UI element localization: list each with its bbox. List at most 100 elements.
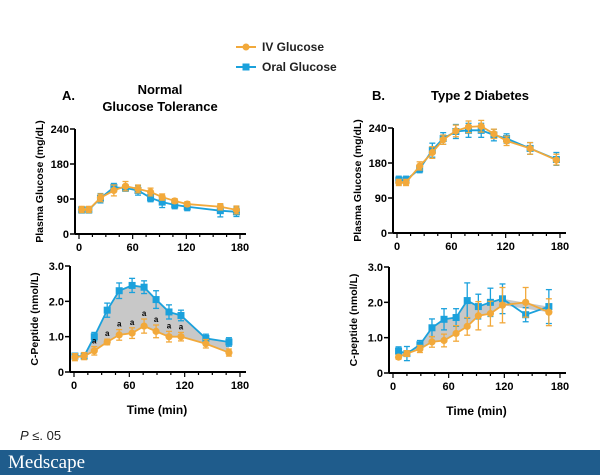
legend: IV Glucose Oral Glucose xyxy=(236,40,337,74)
data-point-iv xyxy=(158,193,166,201)
x-tick-label: 120 xyxy=(495,381,513,393)
data-point-iv xyxy=(477,122,485,130)
y-tick-label: 0 xyxy=(63,229,69,241)
data-point-oral xyxy=(147,194,155,202)
data-point-iv xyxy=(416,345,424,353)
x-tick-label: 0 xyxy=(394,241,400,253)
data-point-iv xyxy=(183,200,191,208)
significance-marker: a xyxy=(130,318,135,327)
significance-marker: a xyxy=(92,337,97,346)
significance-marker: a xyxy=(154,315,159,324)
data-point-iv xyxy=(552,156,560,164)
x-tick-label: 180 xyxy=(551,381,569,393)
data-point-iv xyxy=(103,338,111,346)
data-point-iv xyxy=(134,185,142,193)
x-tick-label: 60 xyxy=(123,380,135,392)
data-point-iv xyxy=(452,329,460,338)
data-point-iv xyxy=(232,206,241,214)
data-point-oral xyxy=(463,297,471,305)
legend-label-iv: IV Glucose xyxy=(262,40,324,54)
data-point-oral xyxy=(440,315,448,323)
data-point-oral xyxy=(171,201,179,209)
y-tick-label: 90 xyxy=(375,193,387,205)
data-point-oral xyxy=(225,338,233,346)
data-point-iv xyxy=(498,301,507,309)
data-point-iv xyxy=(165,333,173,341)
data-point-oral xyxy=(152,296,160,304)
data-point-iv xyxy=(121,182,130,190)
legend-label-oral: Oral Glucose xyxy=(262,60,337,74)
data-point-iv xyxy=(490,130,498,138)
significance-marker: a xyxy=(167,321,172,330)
data-point-iv xyxy=(545,308,553,316)
data-point-iv xyxy=(428,148,436,157)
data-point-oral xyxy=(428,324,436,332)
data-point-iv xyxy=(96,194,105,202)
x-tick-label: 180 xyxy=(551,241,569,253)
y-tick-label: 180 xyxy=(51,159,69,171)
x-axis-label: Time (min) xyxy=(127,403,187,417)
data-point-iv xyxy=(416,162,424,170)
data-point-iv xyxy=(474,312,482,320)
plot-B-glucose: 0 60 120 180 0 90 180 240 Plasma Glucose (mg/dL) xyxy=(352,119,569,253)
x-tick-label: 60 xyxy=(443,381,455,393)
panel-b-title: Type 2 Diabetes xyxy=(431,88,529,103)
x-tick-label: 120 xyxy=(496,241,514,253)
data-point-oral xyxy=(115,287,123,295)
panel-a-title-line1: Normal xyxy=(138,82,183,97)
data-point-iv xyxy=(171,197,179,205)
y-axis-label: Plasma Glucose (mg/dL) xyxy=(34,120,46,243)
data-point-oral xyxy=(416,341,424,349)
data-point-iv xyxy=(225,348,233,357)
y-tick-label: 0 xyxy=(58,367,64,379)
x-tick-label: 120 xyxy=(177,242,195,254)
data-point-oral xyxy=(202,334,210,342)
y-tick-label: 1.0 xyxy=(368,333,383,345)
y-tick-label: 0 xyxy=(381,228,387,240)
data-point-iv xyxy=(502,137,511,145)
y-tick-label: 180 xyxy=(369,158,387,170)
data-point-iv xyxy=(80,352,88,360)
data-point-oral xyxy=(165,308,173,316)
y-tick-label: 2.0 xyxy=(368,297,383,309)
x-tick-label: 180 xyxy=(231,242,249,254)
data-point-iv xyxy=(152,327,160,335)
y-tick-label: 1.0 xyxy=(49,332,64,344)
y-tick-label: 90 xyxy=(57,194,69,206)
data-point-iv xyxy=(115,331,123,339)
data-point-iv xyxy=(403,349,411,358)
data-point-oral xyxy=(158,198,166,206)
data-point-oral xyxy=(452,314,460,322)
significance-marker: a xyxy=(179,322,184,331)
plot-A-glucose: 0 60 120 180 0 90 180 240 Plasma Glucose (mg/dL) xyxy=(34,120,249,254)
x-tick-label: 0 xyxy=(390,381,396,393)
data-point-iv xyxy=(486,310,495,318)
x-tick-label: 60 xyxy=(445,241,457,253)
footer-bar: Medscape xyxy=(0,450,600,475)
data-point-iv xyxy=(140,322,148,330)
medscape-logo: Medscape xyxy=(8,452,86,473)
data-point-iv xyxy=(522,298,530,306)
x-tick-label: 0 xyxy=(76,242,82,254)
data-point-iv xyxy=(128,329,136,337)
y-tick-label: 240 xyxy=(369,123,387,135)
data-point-iv xyxy=(90,347,98,355)
legend-marker-iv xyxy=(242,43,250,51)
y-tick-label: 0 xyxy=(377,368,383,380)
x-tick-label: 180 xyxy=(231,380,249,392)
y-tick-label: 3.0 xyxy=(368,262,383,274)
plot-A-cpeptide: 0 60 120 180 0 1.0 2.0 3.0 C-Peptide (nmol/L) Tim… xyxy=(29,261,249,417)
data-point-iv xyxy=(71,353,79,361)
x-axis-label: Time (min) xyxy=(446,404,506,418)
data-point-iv xyxy=(402,178,410,187)
x-tick-label: 60 xyxy=(127,242,139,254)
significance-marker: a xyxy=(105,329,110,338)
data-point-iv xyxy=(440,336,448,345)
data-point-iv xyxy=(464,123,473,131)
data-point-oral xyxy=(395,347,403,355)
y-axis-label: Plasma Glucose (mg/dL) xyxy=(352,119,364,242)
significance-footnote: P ≤. 05 xyxy=(20,428,61,443)
p-symbol: P xyxy=(20,428,29,443)
data-point-oral xyxy=(216,207,224,215)
p-threshold: ≤. 05 xyxy=(28,428,62,443)
